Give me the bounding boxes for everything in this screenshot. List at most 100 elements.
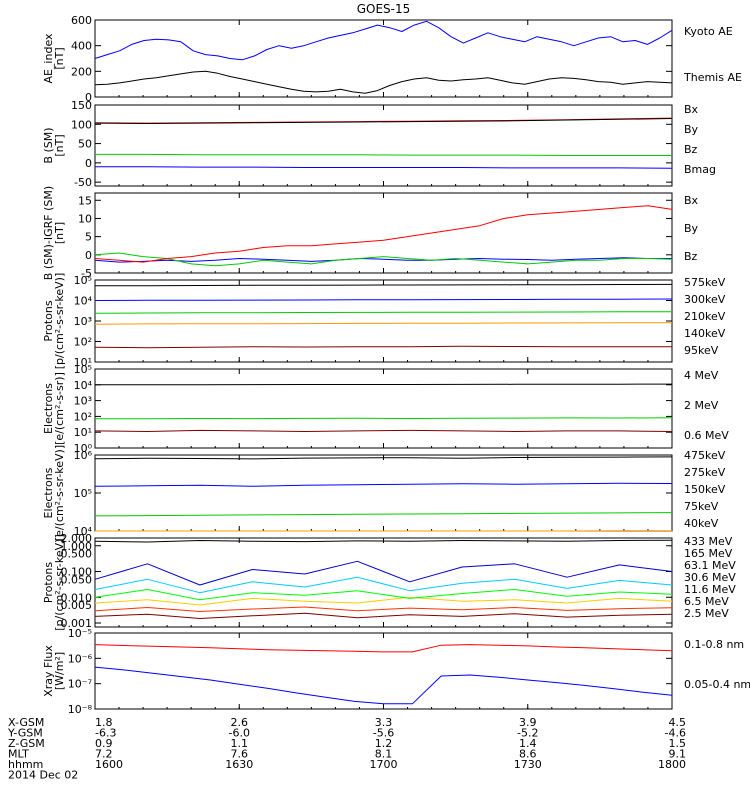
legend-label-bz: Bz: [684, 143, 698, 156]
series-line-0-6-mev: [94, 383, 673, 386]
y-axis-label: Protons: [42, 300, 55, 341]
ephemeris-row-label: Z-GSM: [8, 737, 45, 750]
legend-label-140kev: 140keV: [684, 327, 726, 340]
series-line-2-5-mev: [94, 539, 673, 543]
y-axis-label: Electrons: [42, 383, 55, 434]
y-axis-label: [e/(cm²-s-sr-keV)]: [53, 445, 66, 541]
legend-label-bx: Bx: [684, 103, 699, 116]
y-axis-label: B (SM): [42, 127, 55, 163]
y-axis-label: Xray Flux: [42, 645, 55, 697]
panel-frame-8: [94, 632, 673, 710]
y-tick-label: 10⁴: [74, 525, 93, 538]
ephemeris-value: 1800: [658, 758, 686, 771]
series-line-4-mev: [94, 429, 673, 432]
series-line-150kev: [94, 512, 673, 517]
series-line-bmag: [94, 118, 673, 124]
ephemeris-value: 1730: [514, 758, 542, 771]
y-tick-label: 15: [78, 194, 92, 207]
legend-label-by: By: [684, 123, 699, 136]
panel-frame-7: [94, 537, 673, 628]
ephemeris-value: 4.5: [669, 716, 687, 729]
y-tick-label: 50: [78, 138, 92, 151]
legend-label-275kev: 275keV: [684, 466, 726, 479]
y-axis-label: Protons: [42, 562, 55, 603]
ephemeris-value: -4.6: [665, 727, 686, 740]
legend-label-30-6-mev: 30.6 MeV: [684, 571, 736, 584]
ephemeris-value: 1700: [370, 758, 398, 771]
series-line-bz: [94, 205, 673, 263]
legend-label-bx: Bx: [684, 194, 699, 207]
series-line-433-mev: [94, 612, 673, 619]
ephemeris-value: 1.4: [519, 737, 537, 750]
y-tick-label: 10⁰: [74, 442, 93, 455]
legend-label-11-6-mev: 11.6 MeV: [684, 583, 736, 596]
ephemeris-value: -5.6: [373, 727, 394, 740]
ephemeris-value: 0.9: [95, 737, 113, 750]
legend-label-95kev: 95keV: [684, 344, 719, 357]
series-line-30-6-mev: [94, 589, 673, 601]
y-tick-label: 10³: [74, 315, 92, 328]
panel-frame-2: [94, 104, 673, 187]
y-tick-label: 10⁻⁵: [68, 627, 92, 640]
panel-frame-1: [94, 19, 673, 98]
legend-label-150kev: 150keV: [684, 483, 726, 496]
series-line-140kev: [94, 298, 673, 301]
y-axis-label: [nT]: [53, 47, 66, 69]
y-tick-label: 0: [85, 91, 92, 104]
series-line-0-05-0-4-nm: [94, 666, 673, 705]
y-tick-label: 0.001: [61, 617, 93, 630]
series-line-bz: [94, 117, 673, 124]
series-line-63-1-mev: [94, 596, 673, 606]
y-tick-label: 600: [71, 14, 92, 27]
legend-label-0-1-0-8-nm: 0.1-0.8 nm: [684, 638, 744, 651]
y-tick-label: 10²: [74, 410, 92, 423]
y-tick-label: 10⁴: [74, 295, 93, 308]
series-line-kyoto-ae: [94, 20, 673, 61]
ephemeris-row-label: Y-GSM: [7, 727, 43, 740]
y-tick-label: 10⁻⁷: [68, 678, 92, 691]
ephemeris-value: 9.1: [669, 748, 687, 761]
series-line-575kev: [94, 345, 672, 349]
panel-frame-5: [94, 368, 673, 449]
ephemeris-value: 1.2: [375, 737, 393, 750]
ephemeris-value: 1600: [95, 758, 123, 771]
ephemeris-value: 1630: [225, 758, 253, 771]
y-tick-label: 10⁻⁸: [68, 703, 93, 716]
legend-label-63-1-mev: 63.1 MeV: [684, 559, 736, 572]
legend-label-433-mev: 433 MeV: [684, 535, 733, 548]
y-tick-label: 2.000: [61, 532, 93, 545]
legend-label-themis-ae: Themis AE: [683, 71, 742, 84]
series-line-40kev: [94, 456, 673, 460]
ephemeris-value: -5.2: [517, 727, 538, 740]
y-axis-label: Electrons: [42, 467, 55, 518]
y-tick-label: 10¹: [74, 426, 92, 439]
y-tick-label: 0: [85, 249, 92, 262]
y-tick-label: 1.000: [61, 540, 93, 553]
legend-label-6-5-mev: 6.5 MeV: [684, 595, 729, 608]
y-axis-label: AE_index: [42, 33, 55, 84]
legend-label-bz: Bz: [684, 250, 698, 263]
y-tick-label: 5: [85, 231, 92, 244]
y-axis-label: [W/m²]: [53, 652, 66, 690]
series-line-bx: [95, 166, 673, 169]
ephemeris-value: 8.1: [375, 748, 393, 761]
y-axis-label: [p/(cm²-s-sr-keV)]: [53, 273, 66, 370]
legend-label-0-6-mev: 0.6 MeV: [684, 429, 729, 442]
legend-label-300kev: 300keV: [684, 293, 726, 306]
legend-label-75kev: 75keV: [684, 500, 719, 513]
y-tick-label: 0.100: [61, 566, 93, 579]
ephemeris-value: 1.8: [95, 716, 113, 729]
y-axis-label: [e/(cm²-s-sr)]: [53, 372, 66, 445]
y-tick-label: 10: [78, 212, 92, 225]
ephemeris-row-label: hhmm: [8, 758, 43, 771]
y-tick-label: 10⁶: [74, 449, 93, 462]
series-line-2-mev: [94, 417, 673, 420]
ephemeris-value: -6.0: [229, 727, 250, 740]
legend-label-0-05-0-4-nm: 0.05-0.4 nm: [684, 678, 750, 691]
y-tick-label: 10⁻⁶: [68, 652, 93, 665]
y-tick-label: 10²: [74, 336, 92, 349]
y-tick-label: 0.010: [61, 591, 93, 604]
y-axis-label: B (SM)-IGRF (SM): [42, 186, 55, 280]
ephemeris-value: 8.6: [519, 748, 537, 761]
